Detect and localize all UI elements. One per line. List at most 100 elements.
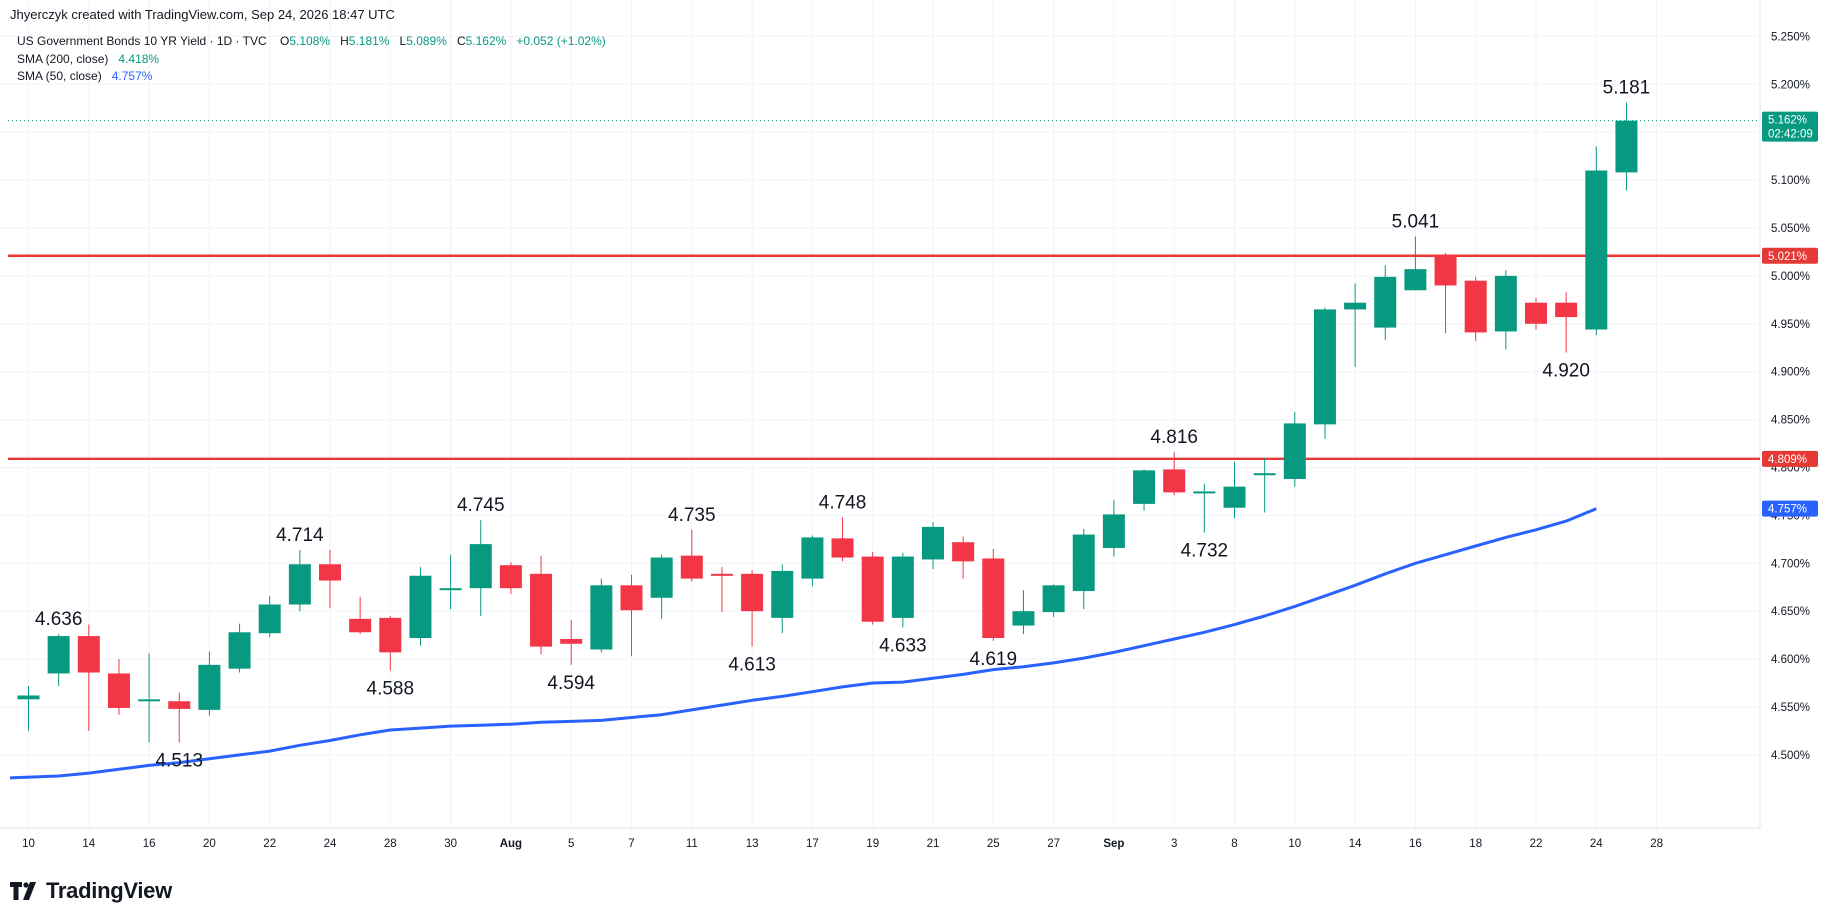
candle-body <box>650 557 673 598</box>
time-axis[interactable]: 10 14 16 20 22 24 28 30 Aug 5 7 11 13 17 19 21 25 27 Sep 3 8… <box>22 838 1663 850</box>
candle-body <box>1042 585 1065 613</box>
sma50-badge-bg <box>1762 500 1818 517</box>
candle-body <box>1072 534 1095 592</box>
candle-body <box>17 695 40 700</box>
candle-body <box>1374 276 1397 328</box>
price-annotation: 4.816 <box>1150 427 1198 448</box>
candles-layer <box>17 102 1638 743</box>
time-tick-label: 10 <box>1288 838 1301 850</box>
candle <box>861 551 884 625</box>
time-tick-label: Sep <box>1103 838 1124 850</box>
price-tick-label: 5.000% <box>1771 271 1810 283</box>
candle <box>1253 457 1276 513</box>
candle <box>1374 265 1397 341</box>
resistance-badge-lower-text: 4.809% <box>1768 454 1807 466</box>
candle-body <box>77 636 100 673</box>
legend-main-row[interactable]: US Government Bonds 10 YR Yield · 1D · T… <box>17 33 606 51</box>
legend-sma200-row[interactable]: SMA (200, close) 4.418% <box>17 51 606 69</box>
legend-open-label: O <box>280 34 290 48</box>
time-tick-label: 28 <box>384 838 397 850</box>
price-tick-label: 4.600% <box>1771 654 1810 666</box>
time-tick-label: 24 <box>1590 838 1603 850</box>
candle <box>288 549 311 612</box>
price-tick-label: 5.250% <box>1771 31 1810 43</box>
candle <box>439 554 462 610</box>
legend-open-value: 5.108% <box>289 34 331 48</box>
time-tick-label: 30 <box>444 838 457 850</box>
tradingview-logo[interactable]: TradingView <box>10 878 172 904</box>
candle-body <box>560 638 583 644</box>
candle-body <box>258 604 281 634</box>
time-tick-label: 16 <box>1409 838 1422 850</box>
candle-body <box>469 544 492 589</box>
candle <box>771 564 794 634</box>
candle-body <box>620 585 643 611</box>
candle-body <box>590 585 613 650</box>
price-tick-label: 4.900% <box>1771 367 1810 379</box>
price-tick-label: 4.850% <box>1771 415 1810 427</box>
candle-body <box>439 588 462 591</box>
price-tick-label: 5.050% <box>1771 223 1810 235</box>
candle-body <box>952 542 975 562</box>
price-annotation: 4.636 <box>35 609 83 630</box>
candle <box>1525 297 1547 330</box>
candle-body <box>861 556 884 622</box>
time-tick-label: 3 <box>1171 838 1177 850</box>
time-tick-label: 27 <box>1047 838 1060 850</box>
candle-body <box>138 699 161 702</box>
candle-body <box>168 701 191 709</box>
candle <box>1494 270 1517 350</box>
sma50-line <box>9 507 1597 780</box>
resistance-badge-upper-text: 5.021% <box>1768 251 1807 263</box>
candle <box>590 578 613 653</box>
candle <box>891 552 914 628</box>
price-tick-label: 4.950% <box>1771 319 1810 331</box>
candle-body <box>1193 491 1216 494</box>
candle <box>952 536 975 579</box>
candle <box>1404 236 1427 291</box>
candle-body <box>982 558 1005 639</box>
candle-body <box>530 573 553 647</box>
candle <box>620 574 643 657</box>
candle-body <box>288 564 311 605</box>
price-annotation: 5.181 <box>1603 77 1651 98</box>
candle <box>1283 411 1306 487</box>
time-tick-label: 8 <box>1231 838 1237 850</box>
candle-body <box>1555 302 1578 318</box>
candle-body <box>741 573 764 612</box>
candle-body <box>1494 275 1517 332</box>
candle-body <box>771 570 794 618</box>
last-price-badge-bg <box>1762 111 1818 142</box>
candle <box>1102 500 1125 557</box>
legend-close-label: C <box>456 34 466 48</box>
legend-sma50-row[interactable]: SMA (50, close) 4.757% <box>17 68 606 86</box>
candle <box>741 569 764 647</box>
time-tick-label: 13 <box>746 838 759 850</box>
time-tick-label: 20 <box>203 838 216 850</box>
candle <box>138 653 161 743</box>
candle-body <box>1163 469 1186 493</box>
price-tick-label: 5.100% <box>1771 175 1810 187</box>
candle <box>349 596 372 635</box>
candle <box>258 595 281 638</box>
price-annotation: 4.732 <box>1181 541 1229 562</box>
time-tick-label: 24 <box>324 838 337 850</box>
legend-sma50-value: 4.757% <box>111 69 153 83</box>
candle-body <box>1615 120 1638 173</box>
candle <box>1313 307 1336 439</box>
time-tick-label: 11 <box>686 838 698 850</box>
candle <box>198 651 221 716</box>
candle-body <box>319 564 341 581</box>
candle-body <box>1283 423 1306 479</box>
candle-body <box>499 565 522 589</box>
time-tick-label: 22 <box>1530 838 1543 850</box>
time-tick-label: 7 <box>628 838 634 850</box>
legend-sma50-label: SMA (50, close) <box>17 69 102 83</box>
candle-body <box>1585 170 1608 330</box>
time-tick-label: 17 <box>806 838 819 850</box>
price-annotation: 4.633 <box>879 635 927 656</box>
candle <box>409 567 432 646</box>
candle <box>228 623 251 673</box>
time-tick-label: Aug <box>500 838 522 850</box>
